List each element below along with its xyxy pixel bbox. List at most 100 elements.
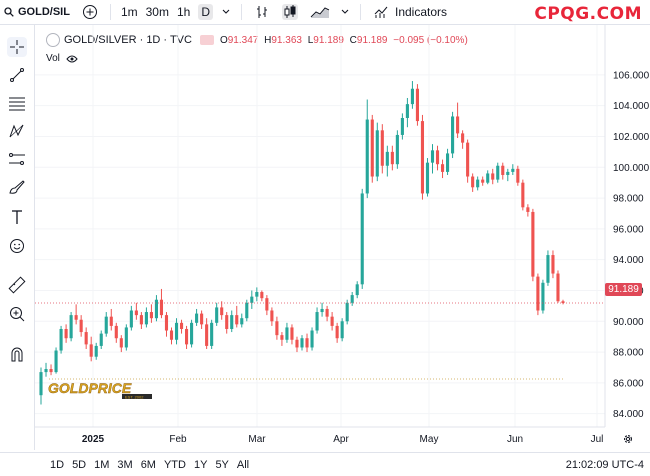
chevron-down-icon[interactable] [340,4,350,20]
eye-icon[interactable] [66,54,78,64]
range-ytd[interactable]: YTD [163,458,186,471]
x-tick-label: May [420,434,439,445]
low-label: L [307,34,314,46]
volume-legend: Vol [46,53,78,64]
divider [109,4,111,20]
bar-chart-icon[interactable] [254,4,270,20]
clock-timezone[interactable]: 21:02:09 UTC-4 [565,458,644,471]
interval-d[interactable]: D [198,4,213,20]
prediction-icon[interactable] [7,149,27,169]
candle-body [300,338,304,348]
range-1d[interactable]: 1D [50,458,65,471]
candle-body [350,295,354,303]
range-3m[interactable]: 3M [117,458,133,471]
candle-body [195,313,199,323]
candle-body [446,153,450,172]
zoom-in-icon[interactable] [7,304,27,324]
candle-body [526,207,530,212]
candle-body [456,116,460,134]
candle-body [280,335,284,340]
candle-body [59,328,63,351]
candle-body [536,276,540,311]
chart-legend: GOLD/SILVER · 1D · TVC O91.347 H91.363 L… [46,33,471,47]
candle-body [546,255,550,283]
candle-body [245,302,249,319]
candle-body [506,171,510,175]
range-1y[interactable]: 1Y [193,458,208,471]
volume-label: Vol [46,53,60,64]
trend-line-icon[interactable] [7,65,27,85]
candle-body [481,179,485,183]
svg-text:GOLDPRICE: GOLDPRICE [48,380,132,396]
candle-body [420,121,425,194]
candle-body [225,315,229,329]
range-6m[interactable]: 6M [140,458,156,471]
text-icon[interactable] [7,207,27,227]
candle-body [240,318,244,325]
candle-body [154,299,158,319]
gear-icon[interactable] [622,433,634,445]
candle-body [179,322,184,329]
collapse-legend-icon[interactable] [46,33,60,47]
candle-body [370,119,374,177]
y-tick-label: 96.000 [613,224,644,235]
candle-body [410,88,414,105]
candle-body [430,150,435,163]
candle-body [99,333,103,346]
range-5y[interactable]: 5Y [215,458,229,471]
pattern-icon[interactable] [7,121,27,141]
y-tick-label: 98.000 [613,194,644,205]
x-tick-label: Mar [248,434,266,445]
fib-retracement-icon[interactable] [7,93,27,113]
indicators-button[interactable]: Indicators [395,5,448,19]
candle-body [290,327,294,340]
crosshair-icon[interactable] [7,37,27,57]
ohlc-values: O91.347 H91.363 L91.189 C91.189 −0.095 (… [220,35,471,46]
emoji-icon[interactable] [7,236,27,256]
interval-1h[interactable]: 1h [176,5,191,19]
candle-body [79,319,83,333]
candle-body [511,168,515,172]
candle-body [471,176,475,188]
area-chart-icon[interactable] [310,4,330,20]
indicators-icon[interactable] [373,4,389,20]
chevron-down-icon[interactable] [221,4,231,20]
candle-body [94,345,98,357]
y-tick-label: 84.000 [613,409,644,420]
open-value: 91.347 [227,34,259,46]
candle-body [230,315,234,329]
interval-1m[interactable]: 1m [120,5,138,19]
ruler-icon[interactable] [7,275,27,295]
candle-body [190,322,194,345]
range-all[interactable]: All [236,458,250,471]
x-tick-label: Apr [333,434,349,445]
candle-body [119,338,123,348]
candle-body [340,321,344,339]
indicator-badge[interactable] [199,35,214,45]
candle-body [200,313,204,325]
candles-icon[interactable] [282,4,298,20]
candle-body [210,322,214,346]
interval-30m[interactable]: 30m [145,5,169,19]
range-1m[interactable]: 1M [94,458,110,471]
magnet-icon[interactable] [7,344,27,364]
range-5d[interactable]: 5D [72,458,87,471]
brush-icon[interactable] [7,177,27,197]
candle-body [220,307,224,316]
candle-body [451,116,455,154]
candle-body [516,168,520,183]
compare-add-icon[interactable] [82,4,98,20]
candle-body [185,328,189,345]
candle-body [556,273,560,302]
price-chart[interactable]: 84.00086.00088.00090.00092.00094.00096.0… [35,25,650,452]
candle-body [215,307,219,323]
candle-body [54,350,58,373]
candle-body [235,315,239,325]
candle-body [476,179,480,188]
high-label: H [264,34,272,46]
candle-body [104,316,108,334]
candle-body [425,162,430,194]
symbol-search[interactable]: GOLD/SIL [0,6,70,18]
candle-body [335,325,339,339]
goldprice-logo: GOLDPRICE EST. 2002 [48,380,152,399]
